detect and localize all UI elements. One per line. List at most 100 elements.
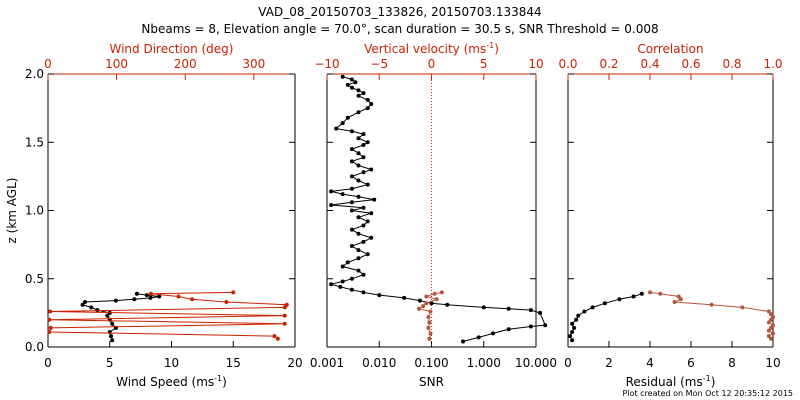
- panel-2-series-snr-point: [329, 203, 334, 207]
- panel-1-xtick-bottom-label: 10: [164, 356, 179, 370]
- panel-1-series-wind-speed-point: [83, 300, 87, 304]
- panel-2-xtick-top-label: 10: [528, 57, 543, 71]
- panel-3-series-correlation-point: [766, 309, 771, 314]
- panel-2-series-snr-point: [356, 151, 361, 156]
- panel-2-series-snr-point: [361, 239, 366, 244]
- panel-2-series-vertical-velocity-point: [424, 294, 429, 299]
- panel-2-series-snr-point: [356, 88, 361, 93]
- panel-1-xtick-bottom-label: 5: [106, 356, 114, 370]
- panel-1-ytick-label: 2.0: [25, 67, 44, 81]
- panel-2-series-snr-point: [461, 339, 465, 344]
- panel-2-series-snr-point: [356, 256, 361, 261]
- panel-1-xtick-bottom-label: 15: [226, 356, 241, 370]
- panel-1-series-wind-direction-point: [47, 330, 52, 334]
- panel-1-series-wind-direction-point: [48, 309, 53, 314]
- panel-2-series-vertical-velocity-point: [424, 301, 429, 306]
- panel-1-series-wind-speed-point: [109, 334, 113, 339]
- panel-3-series-correlation-point: [769, 312, 773, 317]
- panel-2-xtick-bottom-label: 0.100: [414, 356, 448, 370]
- panel-3-series-correlation-point: [771, 323, 775, 328]
- panel-3-series-residual-point: [572, 325, 577, 330]
- panel-2-series-snr-point: [345, 115, 350, 120]
- panel-1-series-wind-direction-point: [284, 302, 289, 307]
- panel-3-series-residual-point: [576, 313, 581, 318]
- panel-2-series-snr-point: [356, 93, 361, 98]
- panel-3-xtick-bottom-label: 6: [687, 356, 695, 370]
- panel-2-series-vertical-velocity-point: [434, 297, 439, 302]
- panel-2-series-snr-point: [528, 308, 533, 313]
- panel-2-series-snr-point: [361, 272, 366, 277]
- panel-2-series-snr-point: [445, 302, 450, 307]
- panel-3-series-residual-point: [602, 301, 607, 306]
- panel-3-xtick-top-label: 1.0: [763, 57, 782, 71]
- panel-3-series-correlation-point: [676, 294, 681, 299]
- panel-3-xtick-bottom-label: 10: [765, 356, 780, 370]
- panel-2-series-snr-point: [365, 97, 370, 102]
- panel-2-series-snr-point: [377, 293, 382, 298]
- panel-3-series-residual-line: [569, 293, 642, 341]
- panel-1-series-wind-speed-point: [95, 308, 100, 313]
- panel-2-series-vertical-velocity-point: [421, 304, 426, 309]
- panel-1-xlabel-top: Wind Direction (deg): [110, 42, 234, 56]
- panel-2-series-snr-point: [349, 147, 354, 152]
- panel-3-xtick-bottom-label: 8: [728, 356, 736, 370]
- panel-2-series-vertical-velocity-point: [426, 315, 431, 319]
- panel-2-series-snr-point: [365, 219, 370, 224]
- panel-2-series-snr-point: [538, 310, 543, 315]
- panel-2-series-snr-point: [365, 252, 370, 257]
- panel-3-series-residual-point: [570, 330, 575, 334]
- panel-3-series-residual-point: [631, 294, 636, 299]
- panel-1-series-wind-speed-point: [132, 297, 137, 302]
- panel-2-series-snr-point: [356, 194, 361, 199]
- panel-3-xlabel-bottom: Residual (ms-1): [626, 374, 716, 389]
- panel-1-ytick-label: 1.0: [25, 204, 44, 218]
- panel-1-series-wind-direction-point: [282, 305, 287, 310]
- panel-1-series-wind-speed-point: [144, 293, 149, 298]
- panel-2-series-snr-point: [365, 106, 370, 111]
- panel-3-xtick-top-label: 0.2: [599, 57, 618, 71]
- panel-2-series-snr-point: [417, 298, 422, 303]
- panel-2-series-snr-point: [329, 282, 334, 287]
- panel-3-series-residual-point: [590, 305, 595, 310]
- panel-1-series-wind-speed-point: [89, 305, 94, 310]
- panel-2-xlabel-top: Vertical velocity (ms-1): [364, 41, 499, 56]
- panel-2-xtick-bottom-label: 0.001: [310, 356, 344, 370]
- panel-2-series-snr-point: [429, 301, 434, 306]
- panel-1-series-wind-direction-point: [282, 313, 287, 318]
- panel-2-series-snr-point: [349, 129, 354, 134]
- panel-2-series-snr-point: [349, 159, 354, 164]
- panel-2-series-snr-point: [356, 231, 361, 236]
- panel-1-xlabel-bottom: Wind Speed (ms-1): [116, 374, 227, 389]
- panel-2-series-snr-point: [349, 200, 354, 205]
- panel-2-series-vertical-velocity-point: [432, 291, 437, 296]
- panel-1-series-wind-speed-point: [110, 321, 115, 326]
- panel-2-series-snr-point: [528, 324, 533, 329]
- panel-2-xtick-top-label: 0: [428, 57, 436, 71]
- panel-2-series-snr-line: [329, 76, 546, 342]
- panel-2-xtick-bottom-label: 0.010: [362, 356, 396, 370]
- panel-2-series-snr-point: [361, 223, 366, 228]
- panel-2-series-snr-point: [356, 248, 361, 253]
- panel-3-series-correlation-point: [771, 315, 775, 319]
- panel-1-series-wind-direction-point: [47, 317, 52, 322]
- panel-3-series-residual-point: [617, 297, 622, 302]
- footer-timestamp: Plot created on Mon Oct 12 20:35:12 2015: [623, 389, 793, 398]
- panel-2-series-snr-point: [345, 260, 350, 265]
- panel-2-series-snr-point: [361, 205, 366, 210]
- panel-3-xtick-top-label: 0.6: [681, 57, 700, 71]
- panel-1-series-wind-direction-point: [48, 325, 53, 330]
- panel-2-series-snr-point: [369, 235, 374, 240]
- panel-1-series-wind-speed-point: [113, 298, 118, 303]
- panel-2-series-snr-point: [361, 132, 366, 137]
- panel-2-series-snr-point: [349, 186, 354, 191]
- panel-3-series-correlation-point: [740, 305, 745, 310]
- panel-1-series-wind-speed-point: [105, 313, 110, 318]
- panel-3-series-residual-point: [568, 334, 572, 339]
- panel-1-xtick-top-label: 100: [105, 57, 128, 71]
- panel-1-series-wind-speed-point: [134, 291, 139, 296]
- panel-3-series-correlation-point: [769, 336, 773, 341]
- panel-3-series-correlation-point: [771, 331, 775, 336]
- panel-1-xtick-top-label: 0: [44, 57, 52, 71]
